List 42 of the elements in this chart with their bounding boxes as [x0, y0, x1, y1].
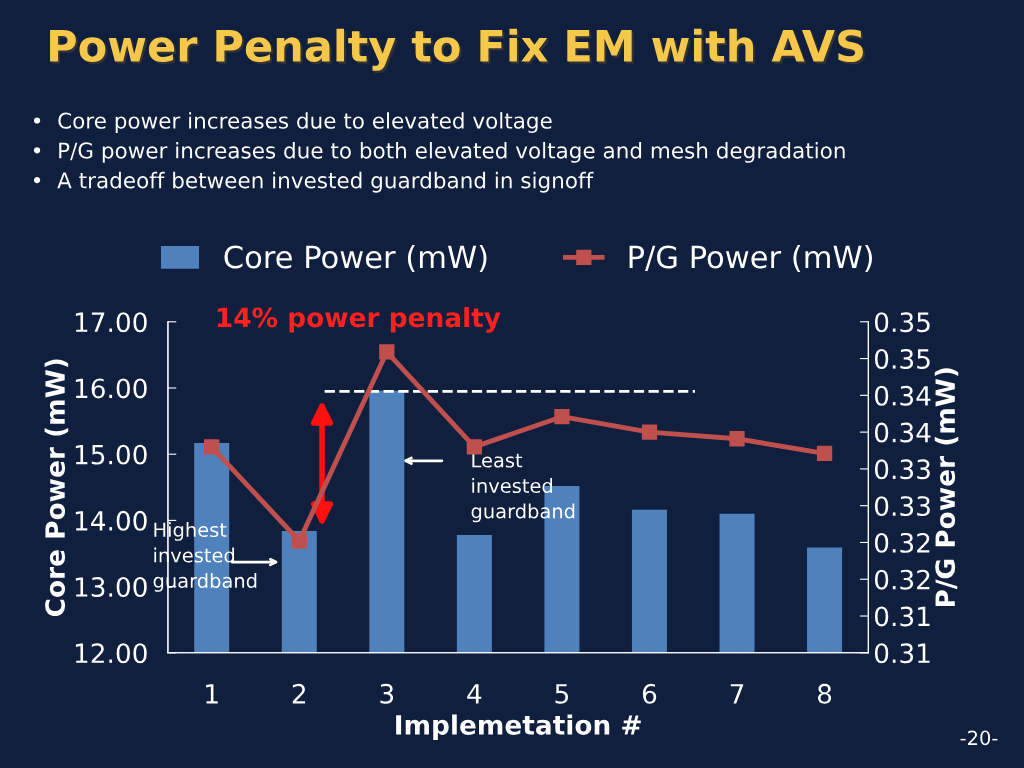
y2-tick-label: 0.31	[874, 643, 930, 664]
y-tick-label: 12.00	[75, 643, 147, 664]
point	[729, 431, 745, 447]
y2-tick-label: 0.33	[874, 459, 930, 480]
y2-tick-label: 0.32	[874, 569, 930, 590]
x-tick-label: 7	[730, 684, 744, 704]
point	[816, 445, 833, 462]
y2-tick-label: 0.32	[874, 532, 930, 553]
y2-tick-label: 0.33	[874, 496, 930, 517]
x-tick-label: 6	[642, 683, 657, 704]
y-tick-label: 16.00	[75, 378, 147, 399]
x-tick-label: 1	[206, 684, 218, 704]
y-tick-label: 17.00	[75, 312, 147, 333]
y2-tick-label: 0.35	[874, 312, 930, 333]
x-tick-label: 5	[555, 684, 569, 704]
point	[554, 409, 570, 425]
y2-axis-title: P/G Power (mW)	[934, 368, 959, 607]
chart-subtitle: • Core power increases due to elevated voltage • P/G power increases due to both elevated voltage and mesh degradation • A tradeoff between invested guardband in signoff	[33, 112, 845, 193]
chart-title: Power Penalty to Fix EM with AVS	[50, 28, 863, 71]
y-tick-label: 14.00	[75, 510, 147, 531]
point	[641, 424, 658, 440]
legend-label: Core Power (mW)	[224, 244, 487, 273]
x-axis-title: Implemetation #	[396, 714, 641, 740]
point	[466, 439, 483, 455]
point	[204, 439, 220, 455]
x-tick-label: 8	[817, 683, 832, 704]
text: -20-	[960, 730, 998, 746]
y-tick-label: 13.00	[75, 577, 147, 597]
point	[291, 533, 307, 549]
y2-tick-label: 0.34	[874, 422, 931, 443]
legend-label: P/G Power (mW)	[629, 244, 872, 273]
y2-tick-label: 0.31	[874, 606, 930, 627]
y-tick-label: 15.00	[75, 444, 147, 465]
y-axis-title: Core Power (mW)	[44, 359, 69, 617]
annotation: 14% power penalty	[217, 306, 501, 333]
point	[379, 344, 395, 360]
y2-tick-label: 0.35	[874, 349, 930, 369]
y2-tick-label: 0.34	[874, 385, 931, 406]
x-tick-label: 3	[380, 683, 394, 704]
x-tick-label: 2	[292, 683, 306, 704]
x-tick-label: 4	[467, 684, 482, 704]
annotation: Least invested guardband	[471, 453, 575, 523]
